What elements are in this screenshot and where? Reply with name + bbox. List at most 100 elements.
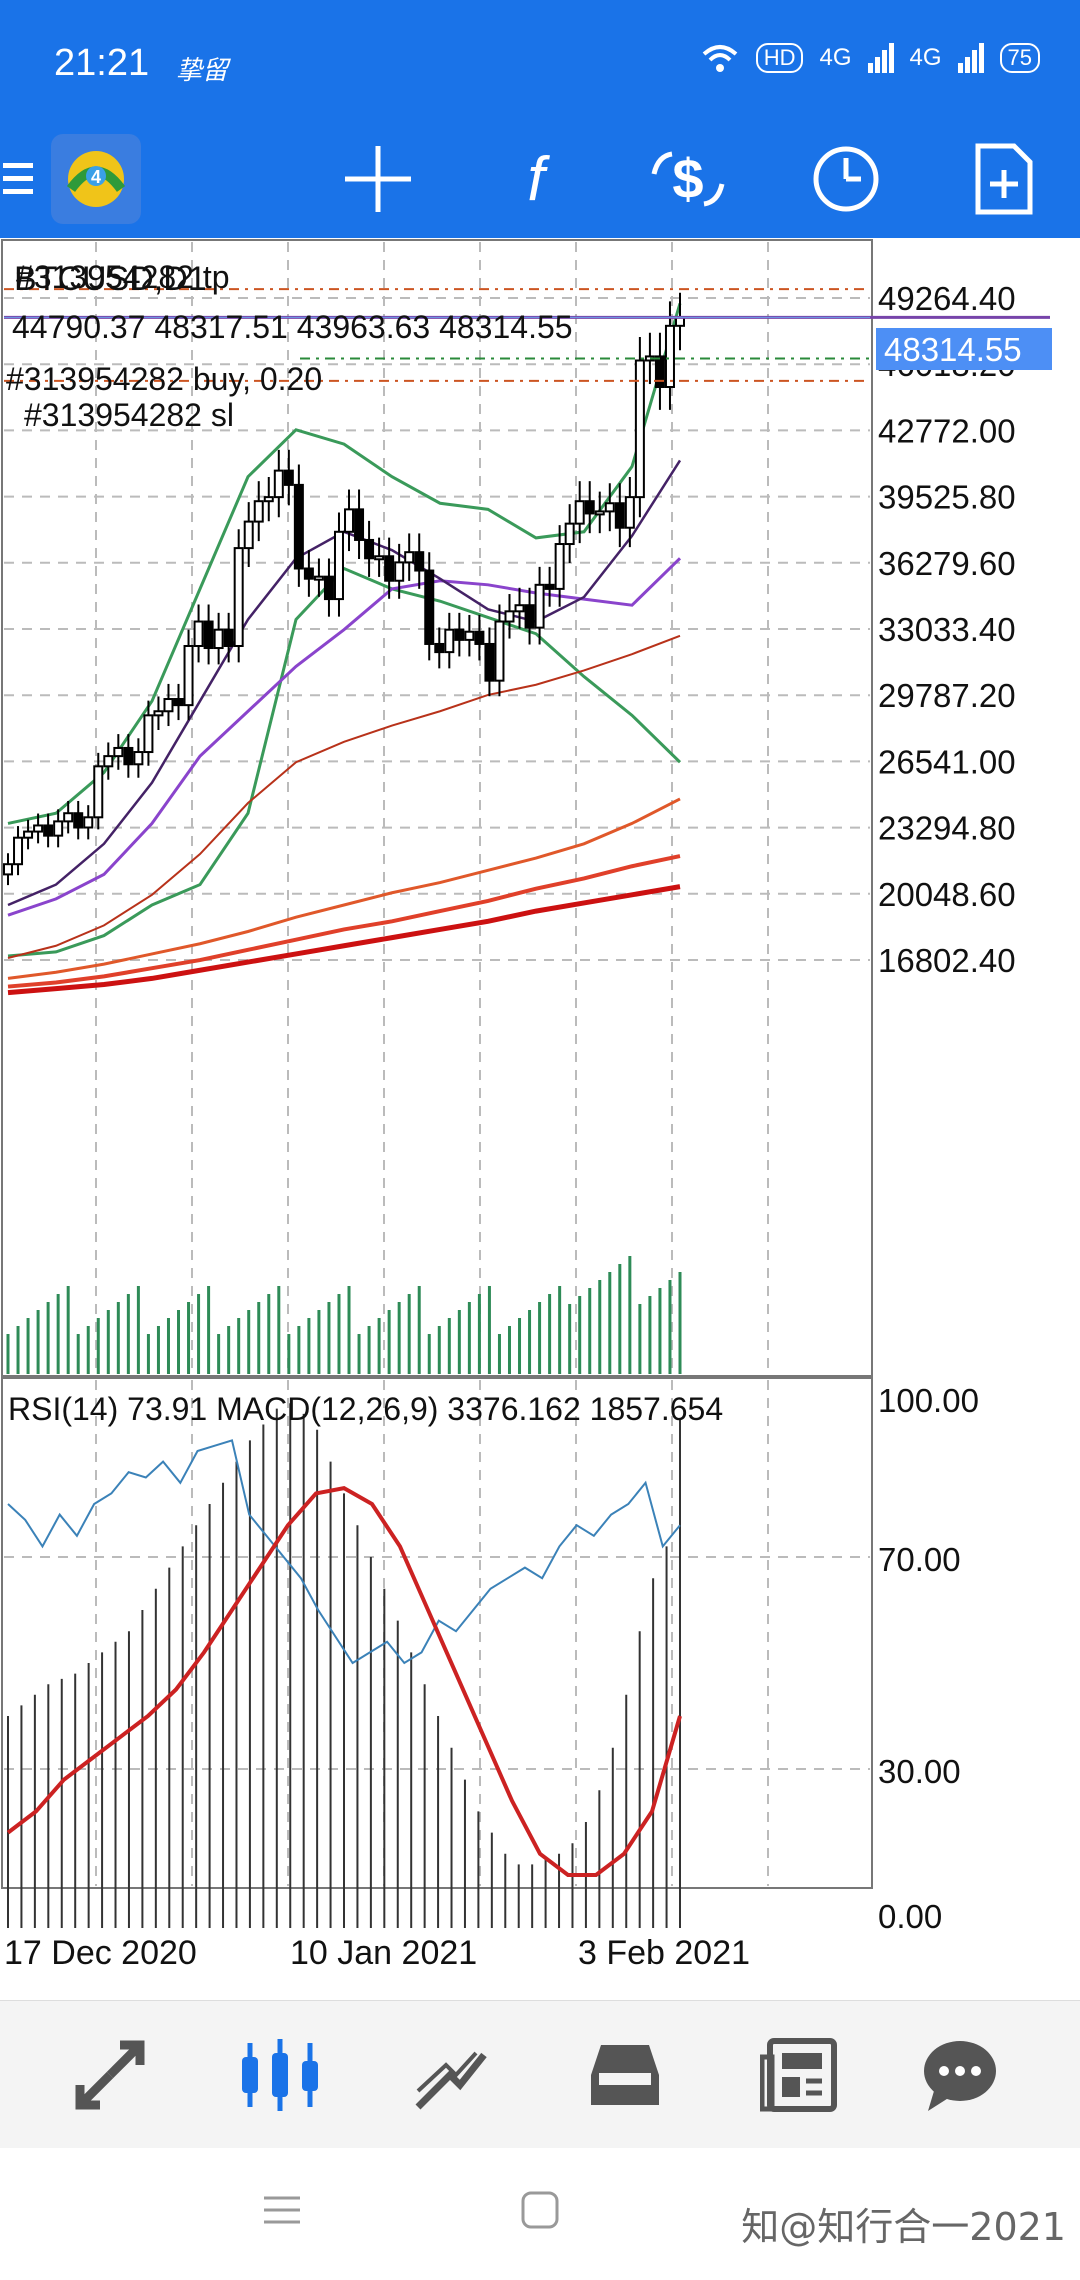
volume-bar bbox=[197, 1294, 201, 1374]
candle-body bbox=[414, 551, 425, 572]
chart-area[interactable]: 49264.4046018.2042772.0039525.8036279.60… bbox=[0, 238, 1080, 2000]
chat-icon[interactable] bbox=[910, 2025, 1010, 2125]
candle-body bbox=[333, 530, 344, 601]
volume-bar bbox=[467, 1302, 471, 1374]
candle-body bbox=[524, 604, 535, 629]
rsi-line bbox=[7, 1439, 681, 1665]
candle-body bbox=[313, 575, 324, 581]
candle-body bbox=[474, 630, 485, 645]
candle-body bbox=[444, 628, 455, 654]
menu-icon[interactable] bbox=[0, 120, 40, 238]
indicator-tick-label: 100.00 bbox=[878, 1382, 979, 1419]
wifi-icon bbox=[702, 45, 738, 72]
candle-body bbox=[73, 812, 84, 829]
crosshair-icon[interactable] bbox=[330, 120, 426, 238]
system-nav-bar bbox=[0, 2148, 1080, 2280]
volume-bar bbox=[26, 1318, 30, 1374]
volume-bar bbox=[598, 1280, 602, 1374]
volume-bar bbox=[397, 1302, 401, 1374]
volume-bar bbox=[227, 1326, 231, 1374]
volume-bar bbox=[126, 1294, 130, 1374]
volume-bar bbox=[568, 1304, 572, 1374]
volume-bar bbox=[307, 1318, 311, 1374]
volume-bar bbox=[317, 1310, 321, 1374]
svg-text:f: f bbox=[527, 145, 550, 214]
candle-body bbox=[233, 547, 244, 647]
candle-body bbox=[554, 543, 565, 590]
volume-bar bbox=[277, 1286, 281, 1374]
candle-body bbox=[384, 555, 395, 582]
candle-body bbox=[103, 755, 114, 768]
ma-purple-line bbox=[7, 557, 682, 917]
home-nav-icon[interactable] bbox=[520, 2190, 560, 2230]
candle-body bbox=[173, 698, 184, 707]
volume-bar bbox=[66, 1286, 70, 1374]
volume-bar bbox=[116, 1302, 120, 1374]
candle-body bbox=[434, 642, 445, 654]
clock-icon[interactable] bbox=[798, 120, 894, 238]
candle-body bbox=[514, 604, 525, 613]
candle-body bbox=[624, 496, 635, 529]
price-chart[interactable]: 49264.4046018.2042772.0039525.8036279.60… bbox=[0, 238, 1080, 2000]
candle-body bbox=[13, 836, 24, 866]
candle-body bbox=[494, 620, 505, 682]
volume-bar bbox=[387, 1310, 391, 1374]
macd-signal-line bbox=[6, 1485, 682, 1877]
volume-bar bbox=[427, 1334, 431, 1374]
candle-body bbox=[293, 483, 304, 570]
volume-bar bbox=[156, 1326, 160, 1374]
volume-bar bbox=[6, 1334, 10, 1374]
candle-body bbox=[604, 502, 615, 513]
volume-bar bbox=[367, 1326, 371, 1374]
volume-bar bbox=[507, 1326, 511, 1374]
position-label: #313954282 buy, 0.20 bbox=[6, 361, 322, 397]
volume-bar bbox=[76, 1334, 80, 1374]
candle-body bbox=[53, 820, 64, 837]
indicator-tick-label: 0.00 bbox=[878, 1898, 942, 1935]
symbol-label: BTCUSD,D1 bbox=[14, 260, 207, 298]
sl-label: #313954282 sl bbox=[24, 397, 234, 433]
indicator-tick-label: 30.00 bbox=[878, 1753, 961, 1790]
candle-body bbox=[43, 824, 54, 837]
price-tick-label: 42772.00 bbox=[878, 412, 1016, 449]
ma-orange-line bbox=[7, 797, 681, 980]
volume-bar bbox=[267, 1294, 271, 1374]
candle-body bbox=[203, 620, 214, 650]
news-icon[interactable] bbox=[750, 2025, 850, 2125]
quotes-icon[interactable] bbox=[60, 2025, 160, 2125]
candle-body bbox=[253, 500, 264, 523]
candle-body bbox=[404, 551, 415, 564]
trade-icon[interactable] bbox=[400, 2025, 500, 2125]
new-order-icon[interactable] bbox=[956, 120, 1052, 238]
menu-nav-icon[interactable] bbox=[262, 2190, 302, 2230]
indicator-f-icon[interactable]: f bbox=[488, 120, 584, 238]
bollinger-lower-line bbox=[7, 566, 682, 958]
candle-body bbox=[263, 496, 274, 503]
volume-bar bbox=[347, 1286, 351, 1374]
volume-bar bbox=[136, 1286, 140, 1374]
candle-body bbox=[654, 355, 665, 389]
volume-bar bbox=[518, 1318, 522, 1374]
status-time: 21:21 bbox=[54, 42, 150, 84]
price-tick-label: 23294.80 bbox=[878, 810, 1016, 847]
volume-bar bbox=[648, 1296, 652, 1374]
chart-icon[interactable] bbox=[230, 2025, 330, 2125]
volume-bar bbox=[187, 1302, 191, 1374]
candle-body bbox=[344, 508, 355, 533]
candle-body bbox=[544, 583, 555, 590]
volume-bar bbox=[457, 1310, 461, 1374]
volume-bar bbox=[86, 1326, 90, 1374]
svg-text:$: $ bbox=[672, 147, 703, 210]
candle-body bbox=[424, 569, 435, 645]
price-tick-label: 20048.60 bbox=[878, 876, 1016, 913]
ohlc-label: 44790.37 48317.51 43963.63 48314.55 bbox=[12, 309, 573, 345]
symbols-dollar-icon[interactable]: $ bbox=[640, 120, 736, 238]
candle-body bbox=[534, 583, 545, 629]
volume-bar bbox=[558, 1286, 562, 1374]
candle-body bbox=[273, 469, 284, 499]
battery-icon: 75 bbox=[999, 43, 1040, 73]
metatrader-logo[interactable]: 4 bbox=[48, 120, 144, 238]
history-icon[interactable] bbox=[575, 2025, 675, 2125]
volume-bar bbox=[407, 1294, 411, 1374]
candle-body bbox=[303, 567, 314, 580]
